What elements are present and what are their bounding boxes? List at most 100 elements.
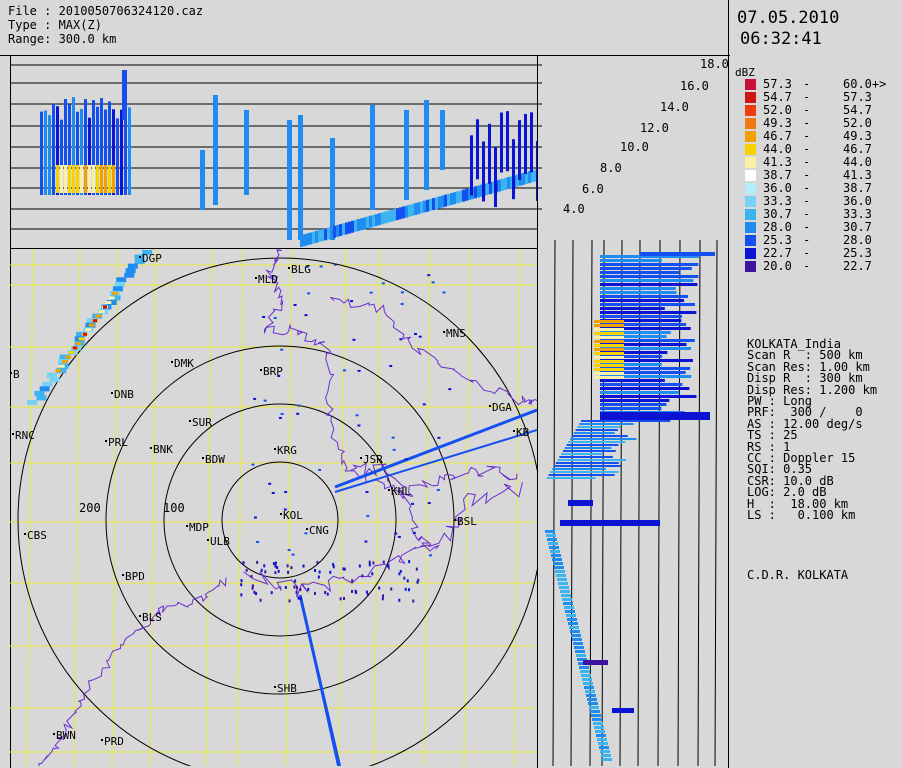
echo-cell [404, 458, 408, 461]
station-label: BRP [263, 365, 283, 378]
echo-cell [427, 502, 431, 505]
echo-band [546, 534, 556, 537]
echo-band [594, 336, 624, 339]
legend-high: 52.0 [843, 116, 872, 130]
echo-core [112, 165, 115, 193]
station-dot [101, 739, 103, 741]
echo-cell [307, 587, 310, 591]
station-label: KRG [277, 444, 297, 457]
echo-cell [253, 397, 257, 400]
echo-band [600, 331, 671, 334]
legend-high: 33.3 [843, 207, 872, 221]
param-line: Disp Res: 1.200 km [747, 382, 878, 397]
echo-cell [240, 593, 243, 597]
echo-cell [287, 549, 291, 552]
echo-beam [522, 172, 525, 185]
echo-cell [263, 564, 266, 568]
echo-cell [343, 369, 347, 372]
echo-beam [363, 217, 366, 230]
echo-beam [345, 222, 348, 235]
legend-high: 36.0 [843, 194, 872, 208]
echo-band [583, 660, 608, 665]
echo-band [555, 462, 619, 464]
station-label: CBS [27, 529, 47, 542]
echo-beam [405, 205, 408, 218]
station-dot [139, 256, 141, 258]
echo-column [100, 98, 103, 195]
echo-band [560, 590, 570, 593]
echo-band [600, 335, 667, 338]
echo-column [512, 139, 515, 200]
echo-band [612, 708, 634, 713]
echo-cell [399, 338, 403, 341]
echo-column [518, 120, 521, 181]
echo-band [594, 364, 624, 367]
echo-band [565, 610, 575, 613]
echo-cell [436, 488, 440, 491]
legend-entry: 25.3- 28.0 [745, 234, 902, 247]
station-label: BPD [125, 570, 145, 583]
echo-column [476, 119, 479, 180]
station-label: KB [516, 426, 530, 439]
echo-beam [528, 171, 531, 184]
echo-cell [251, 463, 255, 466]
echo-cell [291, 553, 295, 556]
echo-cell [314, 569, 317, 573]
echo-cell [251, 584, 254, 588]
echo-cell [397, 535, 401, 538]
echo-beam [498, 179, 501, 192]
echo-column [287, 120, 292, 240]
echo-cell [365, 590, 368, 594]
legend-low: 22.7 [763, 246, 792, 260]
echo-beam [402, 206, 405, 219]
echo-band [566, 444, 619, 446]
param-line: AS : 12.00 deg/s [747, 416, 863, 431]
echo-beam [525, 172, 528, 184]
legend-swatch [745, 183, 756, 194]
height-label: 4.0 [563, 202, 585, 216]
legend-high: 25.3 [843, 246, 872, 260]
echo-cell [46, 372, 57, 378]
echo-column [330, 138, 335, 240]
echo-cell [422, 403, 426, 406]
echo-column [298, 115, 303, 240]
echo-band [600, 371, 686, 374]
echo-band [598, 742, 608, 745]
station-dot [260, 369, 262, 371]
echo-cell [253, 590, 256, 594]
echo-cell [365, 491, 369, 494]
coastline [38, 249, 537, 766]
dbz-legend: 57.3-60.0+> 54.7-57.3 52.0-54.7 49.3-52.0 46… [745, 78, 902, 273]
echo-cell [293, 585, 296, 589]
echo-cell [88, 323, 95, 327]
echo-cell [112, 291, 118, 295]
echo-band [600, 347, 692, 350]
echo-band [545, 530, 555, 533]
echo-cell [59, 354, 70, 360]
echo-band [588, 702, 598, 705]
echo-cell [127, 263, 138, 269]
legend-entry: 41.3- 44.0 [745, 156, 902, 169]
station-dot [489, 405, 491, 407]
coastline-delta [243, 481, 523, 598]
echo-beam [315, 230, 318, 243]
echo-band [594, 372, 624, 375]
echo-band [551, 554, 561, 557]
echo-column [440, 110, 445, 170]
echo-cell [411, 502, 415, 505]
echo-band [600, 363, 662, 366]
echo-cell [263, 399, 267, 402]
echo-column [536, 141, 537, 202]
echo-band [600, 271, 680, 274]
echo-band [590, 710, 600, 713]
station-label: BSL [457, 515, 477, 528]
echo-cell [251, 586, 254, 590]
echo-beam [423, 200, 426, 213]
echo-band [577, 658, 587, 661]
echo-band [600, 267, 692, 270]
echo-cell [326, 592, 329, 596]
echo-cell [382, 560, 385, 564]
height-label: 6.0 [582, 182, 604, 196]
echo-beam [486, 182, 489, 195]
grid-line [26, 249, 34, 766]
